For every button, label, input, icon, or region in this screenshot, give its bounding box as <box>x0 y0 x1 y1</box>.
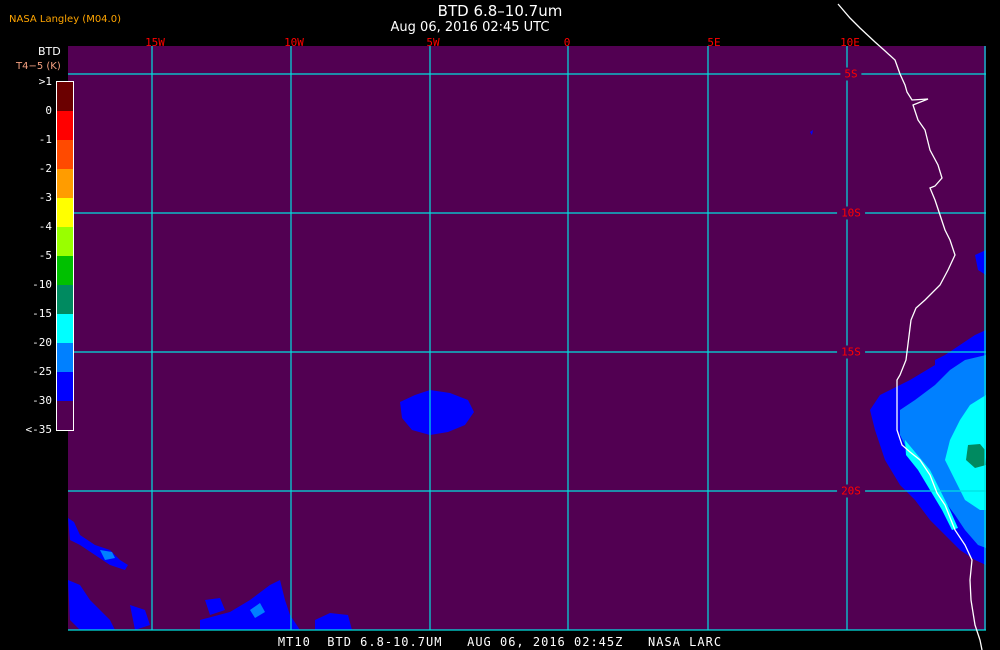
inland-cyan-area <box>945 395 986 510</box>
colorbar-tick-label: -30 <box>32 394 52 407</box>
cloud-patch <box>810 130 813 135</box>
cloud-patch <box>250 603 265 618</box>
lat-label-20s: 20S <box>837 484 865 498</box>
cloud-patch <box>205 598 225 615</box>
footer-caption: MT10 BTD 6.8-10.7UM AUG 06, 2016 02:45Z … <box>277 635 723 649</box>
colorbar <box>56 81 74 431</box>
colorbar-tick-label: >1 <box>38 75 52 88</box>
lat-lon-grid <box>68 46 986 631</box>
cloud-patch <box>68 580 115 630</box>
colorbar-segment <box>57 401 73 430</box>
colorbar-segment <box>57 227 73 256</box>
cloud-patch <box>975 250 986 275</box>
lon-label-10w: 10W <box>284 36 304 49</box>
colorbar-unit: T4−5 (K) <box>16 61 61 72</box>
producer-label: NASA Langley (M04.0) <box>9 14 121 25</box>
lat-label-10s: 10S <box>837 206 865 220</box>
colorbar-tick-label: -25 <box>32 365 52 378</box>
lon-label-0: 0 <box>563 36 571 49</box>
colorbar-segment <box>57 343 73 372</box>
coastal-skyblue-band <box>900 355 986 548</box>
colorbar-segment <box>57 169 73 198</box>
colorbar-tick-label: -20 <box>32 336 52 349</box>
colorbar-segment <box>57 285 73 314</box>
colorbar-tick-label: -4 <box>38 220 52 233</box>
lon-label-15w: 15W <box>145 36 165 49</box>
colorbar-segment <box>57 256 73 285</box>
colorbar-segment <box>57 111 73 140</box>
lat-label-15s: 15S <box>837 345 865 359</box>
lon-label-5w: 5W <box>426 36 440 49</box>
lon-label-10e: 10E <box>840 36 860 49</box>
lon-label-5e: 5E <box>707 36 721 49</box>
central-cloud-blob <box>400 390 474 435</box>
colorbar-tick-label: -10 <box>32 278 52 291</box>
chart-title: BTD 6.8–10.7um <box>437 2 563 20</box>
map-background <box>68 46 986 630</box>
colorbar-segment <box>57 372 73 401</box>
colorbar-title: BTD <box>38 45 61 58</box>
colorbar-tick-label: -5 <box>38 249 52 262</box>
colorbar-tick-label: 0 <box>45 104 52 117</box>
cloud-patch <box>100 550 115 560</box>
colorbar-tick-label: <-35 <box>25 423 53 436</box>
cloud-patch <box>200 580 300 630</box>
colorbar-tick-label: -15 <box>32 307 52 320</box>
colorbar-segment <box>57 314 73 343</box>
colorbar-tick-label: -3 <box>38 191 52 204</box>
cloud-patch <box>130 605 150 630</box>
inland-teal-area <box>966 444 986 468</box>
lat-label-5s: 5S <box>840 67 862 81</box>
colorbar-segment <box>57 140 73 169</box>
cloud-patches <box>68 130 986 630</box>
colorbar-tick-label: -1 <box>38 133 52 146</box>
coastline <box>837 3 983 650</box>
colorbar-segment <box>57 82 73 111</box>
timestamp-subtitle: Aug 06, 2016 02:45 UTC <box>390 20 550 35</box>
coastal-cyan-strip <box>905 440 958 530</box>
colorbar-tick-label: -2 <box>38 162 52 175</box>
colorbar-segment <box>57 198 73 227</box>
cloud-patch <box>315 613 352 630</box>
